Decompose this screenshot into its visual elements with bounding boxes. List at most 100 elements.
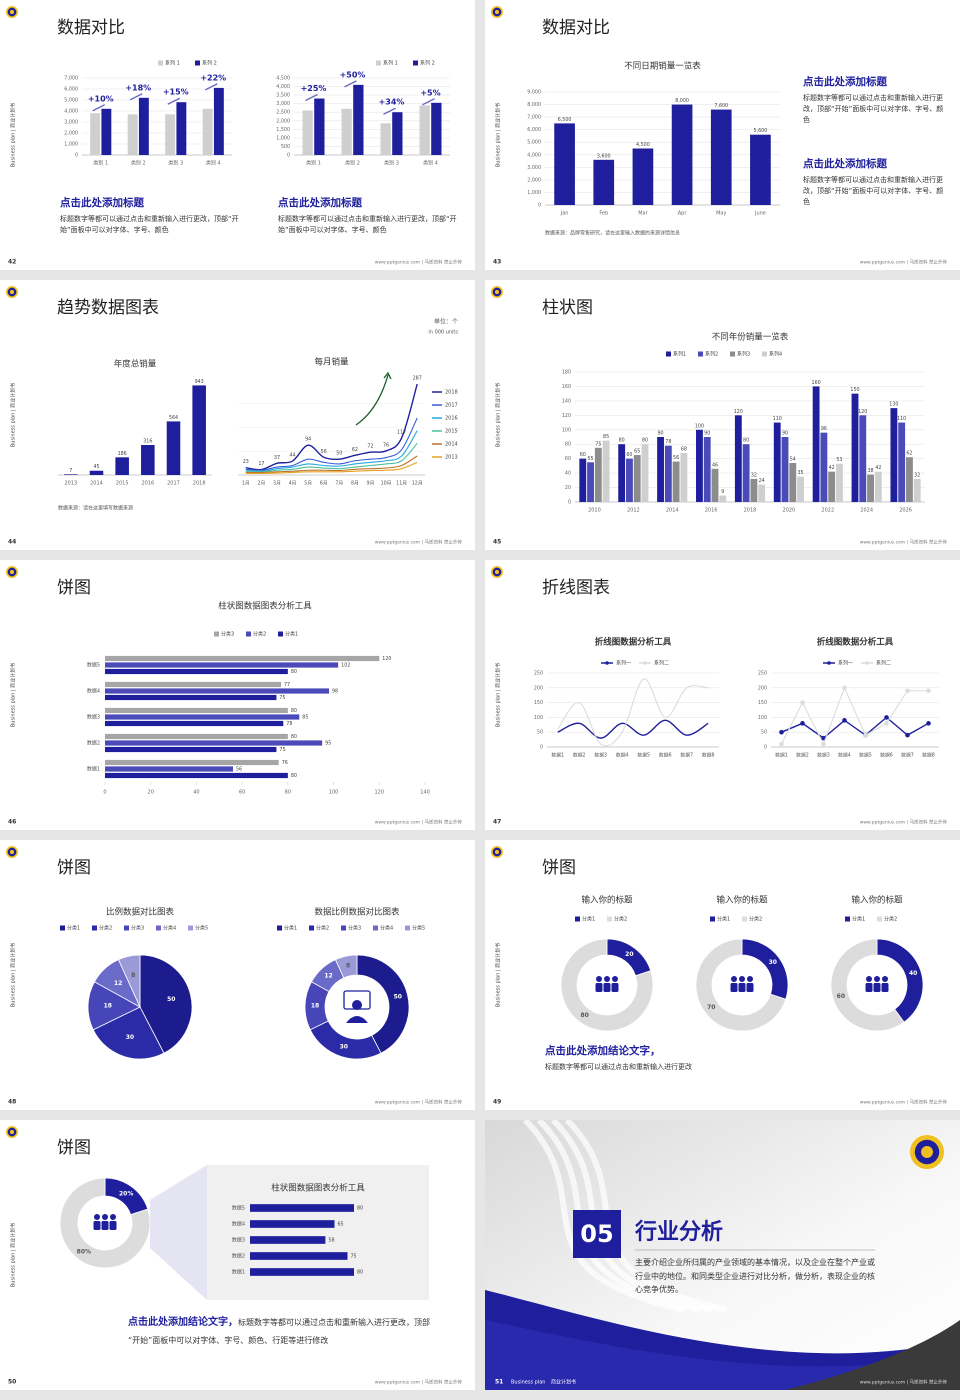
y-tick-label: 100 [562, 427, 571, 433]
block-heading: 点击此处添加标题 [278, 197, 362, 209]
legend-label: 分类2 [253, 631, 266, 638]
connector [150, 1165, 207, 1300]
x-tick-label: 20 [148, 790, 154, 796]
page-number: 43 [493, 259, 501, 266]
legend-label: 分类4 [380, 925, 393, 932]
y-tick-label: 2,500 [276, 110, 290, 116]
x-tick-label: 9月 [367, 481, 375, 487]
x-tick-label: 2024 [860, 508, 873, 514]
side-label: Business plan | 商业计划书 [495, 663, 502, 727]
legend-label: 分类2 [614, 916, 627, 923]
data-label: 65 [634, 449, 640, 455]
bar [419, 105, 430, 155]
line-series [245, 417, 418, 471]
data-label: 40 [909, 970, 917, 977]
footer: www.pptgenius.com | 马郎资料 禁止外传 [860, 819, 948, 826]
y-tick-label: 100 [534, 715, 543, 721]
slide-canvas: 数据对比 Business plan | 商业计划书 42 www.pptgenius… [6, 6, 462, 266]
data-label: 316 [143, 438, 152, 444]
legend-swatch [60, 925, 65, 931]
data-label: 53 [836, 457, 842, 463]
legend-swatch [413, 60, 418, 66]
side-label: Business plan | 商业计划书 [10, 1223, 17, 1287]
data-label: 56 [321, 449, 327, 455]
bar [213, 87, 224, 155]
page-number: 47 [493, 819, 501, 826]
bar [671, 104, 693, 205]
data-label: 60 [580, 452, 586, 458]
y-tick-label: 数据3 [232, 1237, 245, 1244]
x-tick-label: 数据7 [901, 752, 914, 759]
y-tick-label: 150 [758, 700, 767, 706]
bar [579, 458, 587, 502]
data-label: 23 [243, 459, 249, 465]
chart-title: 每月销量 [314, 357, 349, 368]
icon [93, 1221, 101, 1230]
slice [309, 1020, 382, 1060]
x-tick-label: Apr [678, 211, 688, 217]
x-tick-label: 数据6 [659, 752, 672, 759]
bar [105, 746, 277, 753]
legend-swatch [195, 60, 200, 66]
legend-swatch [575, 916, 580, 922]
text-block: 点击此处添加结论文字， 标题数字等都可以通过点击和重新输入进行更改 [545, 1043, 865, 1073]
page-number: 45 [493, 539, 501, 546]
arrow [344, 80, 357, 88]
y-tick-label: 0 [540, 745, 543, 751]
data-label: 30 [340, 1043, 348, 1050]
footer: www.pptgenius.com | 马郎资料 禁止外传 [860, 1379, 948, 1386]
icon [612, 976, 618, 982]
data-label: 150 [850, 387, 859, 393]
y-tick-label: 0 [764, 745, 767, 751]
legend-label: 分类2 [99, 925, 112, 932]
section-body: 主要介绍企业所归属的产业领域的基本情况，以及企业在整个产业或行业中的地位。和同类… [635, 1258, 875, 1295]
line-series [781, 716, 929, 740]
point [842, 685, 847, 691]
x-tick-label: 2020 [783, 508, 796, 514]
legend-swatch [158, 60, 163, 66]
point [800, 721, 805, 726]
page-number: 51 [495, 1379, 503, 1386]
data-label: 60 [626, 452, 632, 458]
line-series [245, 383, 418, 471]
y-tick-label: 数据4 [232, 1221, 245, 1228]
x-tick-label: 数据6 [880, 752, 893, 759]
data-label: 18 [311, 1002, 319, 1009]
data-label: 17 [258, 461, 264, 467]
bar [859, 415, 867, 502]
x-tick-label: 数据5 [859, 752, 872, 759]
slide-title: 饼图 [542, 858, 576, 878]
block-body: 标题数字等都可以通过点击和重新输入进行更改，顶部“开始”面板中可以对字体、字号、… [60, 215, 239, 235]
x-tick-label: 类别 4 [206, 160, 221, 167]
legend-label: 系列3 [737, 351, 750, 358]
arrow [383, 371, 392, 380]
data-label: 117 [397, 429, 406, 435]
bar [641, 444, 649, 502]
chart-title: 输入你的标题 [716, 895, 768, 906]
y-tick-label: 3,000 [527, 165, 541, 171]
x-tick-label: 数据3 [594, 752, 607, 759]
data-label: 65 [338, 1222, 344, 1228]
bar [89, 470, 104, 475]
annotation: +18% [125, 83, 151, 92]
page-number: 48 [8, 1099, 16, 1106]
legend-swatch [742, 916, 747, 922]
x-tick-label: May [716, 211, 726, 217]
slice [87, 981, 141, 1031]
legend-swatch [730, 351, 735, 357]
side-label: Business plan | 商业计划书 [495, 103, 502, 167]
data-label: 68 [681, 446, 687, 452]
y-tick-label: 4,500 [276, 76, 290, 82]
data-label: 80 [743, 438, 749, 444]
data-label: 30 [769, 959, 777, 966]
data-label: 95 [325, 741, 331, 747]
bar [913, 478, 921, 502]
bar [750, 134, 771, 205]
y-tick-label: 3,000 [276, 101, 290, 107]
data-label: 75 [279, 695, 285, 701]
data-label: 110 [773, 416, 782, 422]
bar [341, 108, 352, 155]
y-tick-label: 数据5 [87, 662, 100, 669]
y-tick-label: 6,000 [527, 127, 541, 133]
bar [602, 440, 610, 502]
